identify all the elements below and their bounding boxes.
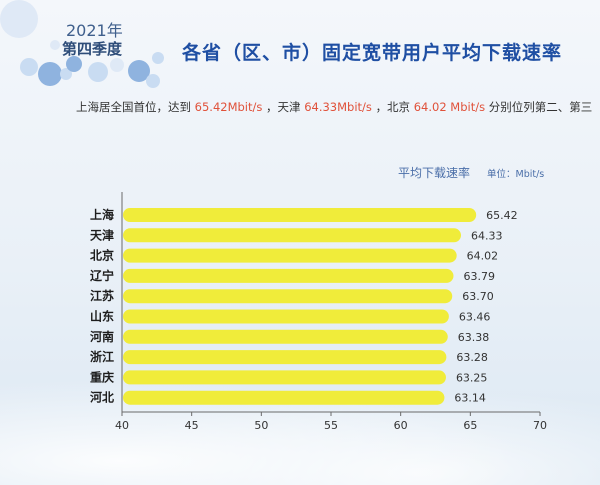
category-label: 辽宁 xyxy=(90,268,114,283)
category-label: 上海 xyxy=(90,207,114,222)
x-tick-label: 40 xyxy=(115,419,129,432)
category-label: 浙江 xyxy=(90,349,114,364)
x-tick-label: 60 xyxy=(394,419,408,432)
chart-legend-label: 平均下载速率 xyxy=(398,166,471,180)
value-label: 63.14 xyxy=(454,392,486,405)
bar xyxy=(123,370,446,385)
x-tick-label: 50 xyxy=(254,419,268,432)
subtitle-text: ，天津 xyxy=(266,100,301,114)
value-label: 65.42 xyxy=(486,209,517,222)
subtitle-text: 上海居全国首位，达到 xyxy=(76,100,191,114)
bar xyxy=(123,390,445,405)
category-label: 天津 xyxy=(90,227,114,242)
x-tick-label: 65 xyxy=(463,419,477,432)
bar xyxy=(123,289,453,304)
x-tick-label: 55 xyxy=(324,419,338,432)
bar xyxy=(123,309,449,324)
subtitle-value-beijing: 64.02 Mbit/s xyxy=(413,100,486,114)
value-label: 64.33 xyxy=(471,229,503,242)
subtitle: 上海居全国首位，达到 65.42Mbit/s ，天津 64.33Mbit/s ，… xyxy=(76,99,592,115)
subtitle-value-tianjin: 64.33Mbit/s xyxy=(304,100,372,114)
x-tick-label: 45 xyxy=(185,419,199,432)
year-label: 2021年 xyxy=(66,21,123,40)
page-title: 各省（区、市）固定宽带用户平均下载速率 xyxy=(182,42,563,64)
chart-unit-label: 单位：Mbit/s xyxy=(487,169,545,180)
subtitle-text: 分别位列第二、第三 xyxy=(488,100,593,114)
category-label: 江苏 xyxy=(90,288,114,303)
value-label: 63.38 xyxy=(458,331,490,344)
subtitle-value-shanghai: 65.42Mbit/s xyxy=(194,100,263,114)
category-label: 重庆 xyxy=(90,369,114,384)
quarter-label: 第四季度 xyxy=(62,40,123,58)
bar xyxy=(123,208,477,222)
value-label: 63.79 xyxy=(463,270,495,283)
subtitle-text: ，北京 xyxy=(375,100,411,114)
value-label: 64.02 xyxy=(467,250,499,263)
value-label: 63.28 xyxy=(456,351,488,364)
category-label: 河南 xyxy=(89,329,114,344)
bar xyxy=(123,350,447,365)
bar xyxy=(123,228,461,243)
value-label: 63.70 xyxy=(462,290,494,303)
value-label: 63.25 xyxy=(456,371,488,384)
x-tick-label: 70 xyxy=(533,419,547,432)
category-label: 河北 xyxy=(89,390,114,405)
bar xyxy=(123,329,448,344)
value-label: 63.46 xyxy=(459,311,491,324)
category-label: 北京 xyxy=(90,248,114,263)
bar xyxy=(123,268,454,283)
bar xyxy=(123,248,457,263)
category-label: 山东 xyxy=(90,309,114,324)
